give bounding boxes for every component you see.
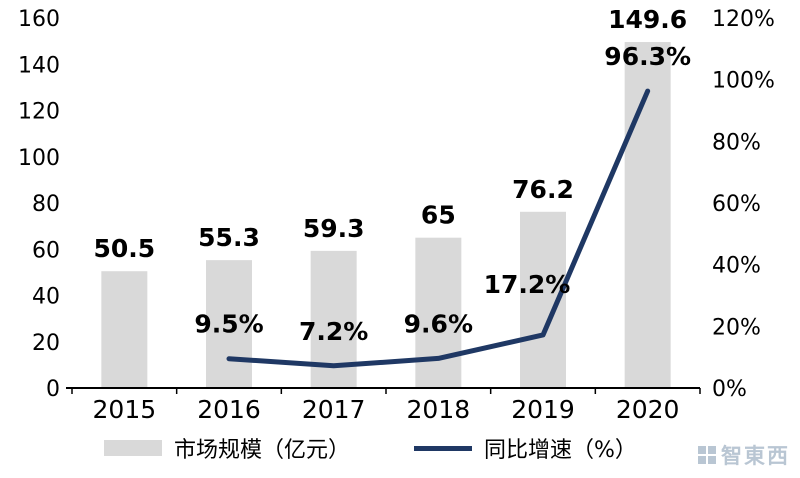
category-label: 2018 [407, 395, 471, 424]
bar-value-label: 76.2 [512, 175, 574, 204]
right-axis-tick: 80% [712, 130, 761, 155]
watermark-grid-icon [698, 446, 716, 464]
left-axis-tick: 60 [32, 238, 60, 263]
category-label: 2015 [93, 395, 157, 424]
category-label: 2017 [302, 395, 366, 424]
legend-label-growth: 同比增速（%） [484, 438, 637, 463]
line-value-label: 7.2% [299, 317, 368, 346]
legend: 市场规模（亿元） 同比增速（%） [98, 430, 643, 466]
category-label: 2020 [616, 395, 680, 424]
bar-2016 [206, 260, 252, 388]
legend-label-market-size: 市场规模（亿元） [174, 438, 351, 463]
bar-value-label: 50.5 [93, 234, 155, 263]
bar-value-label: 65 [421, 201, 456, 230]
watermark-text: 智東西 [721, 444, 790, 468]
growth-line [226, 88, 651, 369]
left-axis-tick: 0 [46, 377, 60, 402]
watermark: 智東西 [698, 440, 790, 470]
bar-value-label: 149.6 [608, 5, 687, 34]
line-value-label: 9.6% [404, 309, 473, 338]
left-axis-tick: 20 [32, 331, 60, 356]
right-axis-tick: 120% [712, 7, 775, 32]
line-series-swatch [414, 445, 473, 451]
line-value-label: 17.2% [484, 270, 571, 299]
left-axis-tick: 40 [32, 285, 60, 310]
left-axis-tick: 160 [18, 7, 60, 32]
right-axis-tick: 0% [712, 377, 747, 402]
right-axis-tick: 100% [712, 69, 775, 94]
left-axis-tick: 120 [18, 100, 60, 125]
legend-item-growth: 同比增速（%） [414, 432, 637, 464]
right-axis-tick: 20% [712, 315, 761, 340]
bar-2018 [415, 237, 462, 388]
bar-series-swatch [104, 440, 162, 456]
left-axis-tick: 80 [32, 192, 60, 217]
right-axis-tick: 60% [712, 192, 761, 217]
category-label: 2016 [197, 395, 261, 424]
bar-2020 [624, 42, 671, 389]
bar-value-label: 55.3 [198, 223, 260, 252]
left-axis-tick: 100 [18, 146, 60, 171]
right-axis-tick: 40% [712, 254, 761, 279]
legend-item-market-size: 市场规模（亿元） [104, 432, 350, 464]
line-value-label: 9.5% [194, 310, 263, 339]
line-value-label: 96.3% [604, 42, 691, 71]
category-label: 2019 [511, 395, 575, 424]
bar-2015 [101, 271, 148, 388]
left-axis-tick: 140 [18, 53, 60, 78]
bar-value-label: 59.3 [303, 214, 365, 243]
